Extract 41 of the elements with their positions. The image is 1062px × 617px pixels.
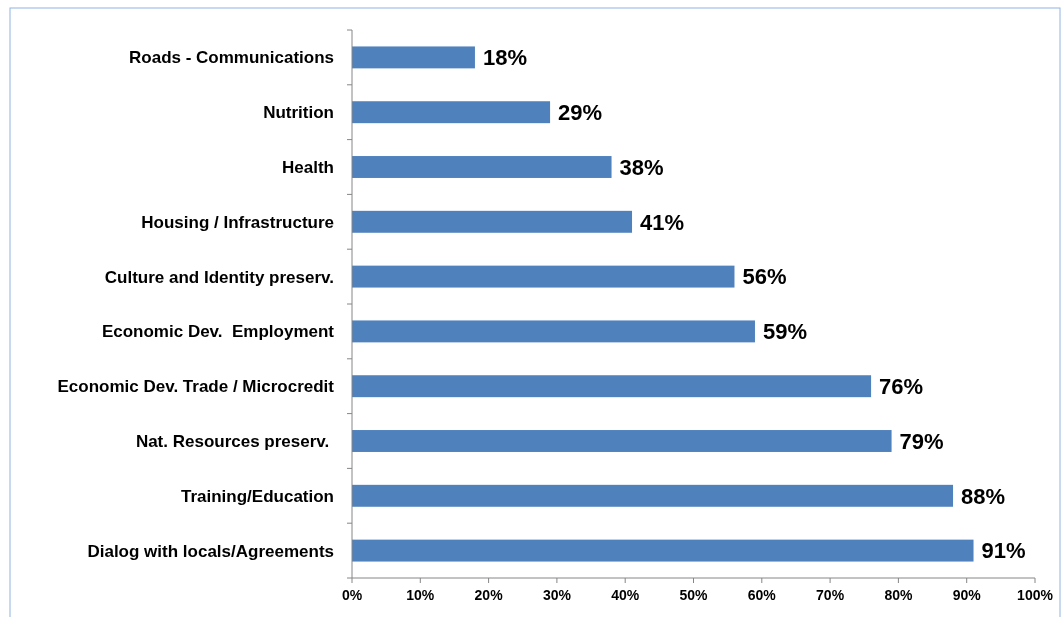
data-label: 76% bbox=[879, 373, 924, 399]
x-tick-label: 80% bbox=[884, 587, 913, 603]
y-tick-label: Nat. Resources preserv. bbox=[135, 431, 334, 451]
y-tick-label: Health bbox=[282, 157, 334, 177]
x-tick-label: 40% bbox=[611, 587, 640, 603]
y-tick-label: Housing / Infrastructure bbox=[141, 212, 334, 232]
y-tick-label: Economic Dev. Employment bbox=[101, 322, 335, 342]
data-label: 56% bbox=[742, 264, 787, 290]
y-tick-label: Economic Dev. Trade / Microcredit bbox=[57, 377, 335, 397]
data-label: 91% bbox=[981, 538, 1026, 564]
x-tick-label: 70% bbox=[816, 587, 845, 603]
bar bbox=[352, 210, 633, 233]
data-label: 41% bbox=[640, 209, 685, 235]
x-tick-label: 60% bbox=[747, 587, 777, 603]
x-tick-label: 100% bbox=[1017, 587, 1054, 603]
bar bbox=[352, 265, 735, 288]
y-tick-label: Culture and Identity preserv. bbox=[104, 267, 334, 287]
y-tick-label: Dialog with locals/Agreements bbox=[87, 541, 334, 561]
data-label: 38% bbox=[619, 154, 664, 180]
bar bbox=[352, 375, 872, 398]
x-tick-label: 10% bbox=[406, 587, 435, 603]
data-label: 18% bbox=[482, 45, 527, 71]
bar bbox=[352, 484, 954, 507]
y-tick-label: Nutrition bbox=[263, 103, 334, 123]
y-tick-label: Roads - Communications bbox=[129, 48, 334, 68]
bar bbox=[352, 539, 974, 562]
bar bbox=[352, 101, 551, 124]
y-tick-label: Training/Education bbox=[180, 486, 334, 506]
data-label: 79% bbox=[899, 428, 944, 454]
x-tick-label: 50% bbox=[679, 587, 709, 603]
x-tick-label: 20% bbox=[474, 587, 504, 603]
data-label: 88% bbox=[961, 483, 1006, 509]
bar bbox=[352, 156, 612, 178]
x-tick-label: 30% bbox=[542, 587, 572, 603]
bar bbox=[352, 46, 475, 69]
x-tick-label: 0% bbox=[341, 587, 363, 603]
data-label: 29% bbox=[558, 99, 603, 125]
data-label: 59% bbox=[762, 319, 808, 345]
x-tick-label: 90% bbox=[952, 587, 982, 603]
bar bbox=[352, 320, 755, 343]
bar bbox=[352, 430, 892, 452]
